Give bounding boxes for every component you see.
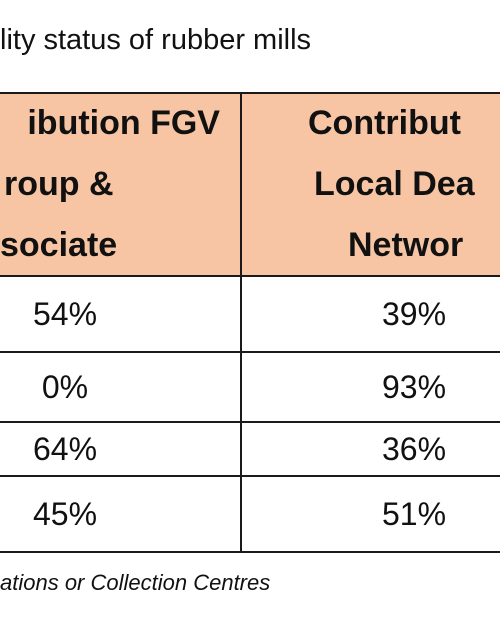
table-header-divider (0, 275, 500, 277)
table-cell: 0% (41, 368, 89, 405)
table-border-bottom (0, 551, 500, 553)
header-line: Local Dea (314, 164, 475, 203)
table-cell: 45% (32, 495, 98, 532)
table-header-fgv: ibution FGV roup & sociate (0, 92, 240, 276)
table-cell: 39% (381, 295, 447, 332)
table-cell: 54% (32, 295, 98, 332)
table-cell: 51% (381, 495, 447, 532)
table-cell: 93% (381, 368, 447, 405)
table-cell: 64% (32, 430, 98, 467)
table-header-background (0, 92, 500, 276)
table-column-divider (240, 92, 242, 552)
header-line: roup & (4, 164, 114, 203)
header-line: Networ (348, 225, 464, 264)
header-line: Contribut (308, 103, 461, 142)
header-line: sociate (0, 225, 118, 264)
table-cell: 36% (381, 430, 447, 467)
table-row-divider (0, 351, 500, 353)
header-line: ibution FGV (27, 103, 220, 142)
slide-title: lity status of rubber mills (0, 24, 312, 56)
table-footnote: ations or Collection Centres (0, 570, 271, 595)
table-header-local-dealer: Contribut Local Dea Networ (242, 92, 500, 276)
table-row-divider (0, 421, 500, 423)
table-row-divider (0, 475, 500, 477)
table-border-top (0, 92, 500, 94)
